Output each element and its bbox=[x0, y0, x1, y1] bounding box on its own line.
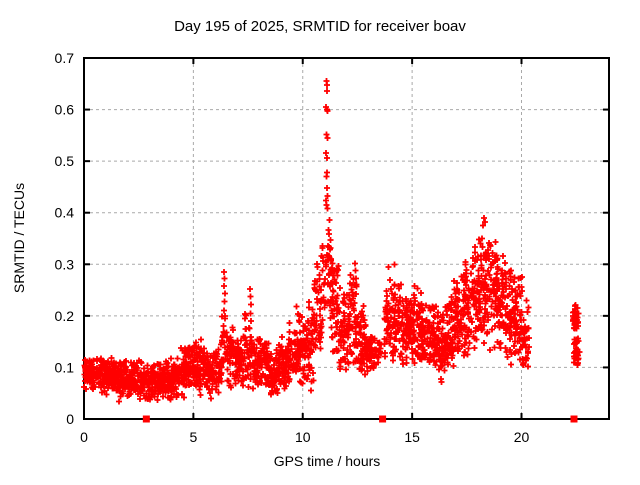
y-tick-label: 0.5 bbox=[55, 153, 75, 169]
y-tick-label: 0.1 bbox=[55, 359, 75, 375]
tick-labels: 0 5 10 15 20 0 0.1 0.2 0.3 0.4 0.5 0.6 0.7 bbox=[55, 50, 530, 445]
x-tick-label: 10 bbox=[295, 429, 311, 445]
x-tick-label: 5 bbox=[189, 429, 197, 445]
flag-square bbox=[379, 415, 387, 423]
chart-title: Day 195 of 2025, SRMTID for receiver boa… bbox=[174, 18, 466, 35]
x-axis-label: GPS time / hours bbox=[274, 453, 381, 469]
y-tick-label: 0.7 bbox=[55, 50, 75, 66]
x-tick-label: 15 bbox=[404, 429, 420, 445]
plot-border bbox=[83, 57, 610, 420]
y-tick-label: 0.4 bbox=[55, 205, 75, 221]
y-tick-label: 0 bbox=[66, 411, 74, 427]
scatter-points bbox=[81, 78, 583, 405]
y-axis-label: SRMTID / TECUs bbox=[11, 183, 27, 293]
x-tick-label: 0 bbox=[80, 429, 88, 445]
y-tick-label: 0.3 bbox=[55, 256, 75, 272]
flag-square bbox=[142, 415, 150, 423]
x-tick-label: 20 bbox=[514, 429, 530, 445]
y-tick-label: 0.6 bbox=[55, 102, 75, 118]
y-tick-label: 0.2 bbox=[55, 308, 75, 324]
flag-square bbox=[570, 415, 578, 423]
gap-marker-squares bbox=[142, 415, 578, 423]
